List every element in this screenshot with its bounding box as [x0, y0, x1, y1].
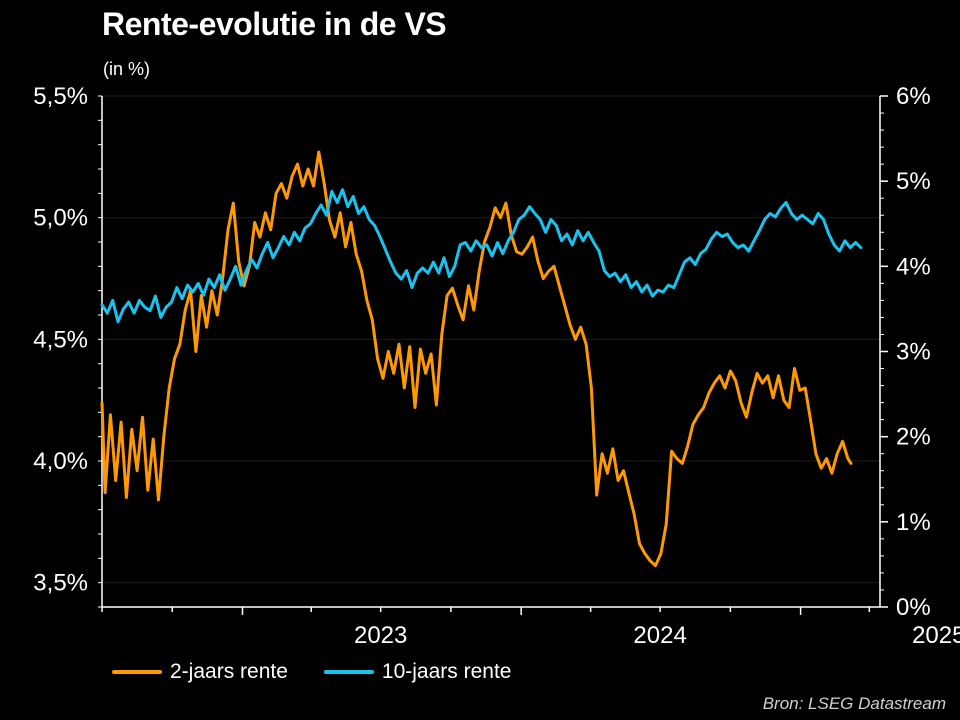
y-left-tick-label: 5,0% [33, 205, 88, 232]
x-tick-label: 2025 [912, 622, 960, 649]
chart-subtitle: (in %) [103, 59, 151, 79]
legend-swatch-10y [323, 670, 374, 674]
y-left-tick-label: 3,5% [33, 570, 88, 597]
y-left-tick-label: 4,5% [33, 326, 88, 353]
legend-label-10y: 10-jaars rente [381, 660, 512, 683]
y-right-tick-label: 2% [896, 424, 931, 451]
x-tick-label: 2023 [354, 622, 407, 649]
y-left-tick-label: 4,0% [33, 448, 88, 475]
x-tick-label: 2024 [633, 622, 686, 649]
legend: 2-jaars rente 10-jaars rente [112, 660, 547, 684]
x-axis-ticks: 2023 2024 2025 [101, 607, 960, 649]
left-axis-ticks: 5,5% 5,0% 4,5% 4,0% 3,5% [33, 83, 102, 608]
series-line-2y [100, 150, 853, 568]
y-right-tick-label: 5% [896, 168, 931, 195]
axes [101, 96, 881, 608]
source-note: Bron: LSEG Datastream [762, 694, 946, 713]
legend-item-2y[interactable]: 2-jaars rente [112, 660, 288, 684]
legend-item-10y[interactable]: 10-jaars rente [323, 660, 512, 684]
y-right-tick-label: 6% [896, 83, 931, 110]
series-lines [100, 150, 863, 568]
gridlines [102, 95, 880, 584]
y-right-tick-label: 4% [896, 253, 931, 280]
chart-title: Rente-evolutie in de VS [102, 6, 447, 42]
series-line-10y [100, 188, 863, 324]
y-right-tick-label: 0% [896, 594, 931, 621]
legend-label-2y: 2-jaars rente [170, 660, 288, 683]
y-left-tick-label: 5,5% [33, 83, 88, 110]
y-right-tick-label: 3% [896, 339, 931, 366]
legend-swatch-2y [112, 670, 162, 674]
y-right-tick-label: 1% [896, 509, 931, 536]
right-axis-ticks: 6% 5% 4% 3% 2% 1% 0% [880, 83, 931, 621]
